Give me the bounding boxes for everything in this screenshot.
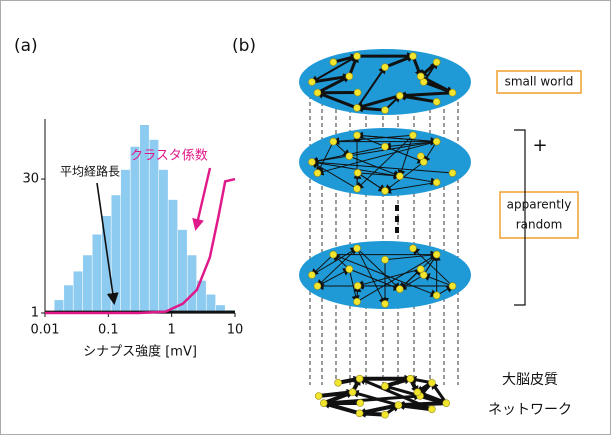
node	[433, 292, 440, 299]
panel-label: (b)	[232, 36, 256, 56]
bar	[121, 170, 130, 313]
node	[354, 298, 361, 305]
node	[449, 89, 456, 96]
x-tick-label: 1	[168, 323, 176, 338]
bar	[83, 255, 92, 313]
node	[382, 143, 389, 150]
annotation: 平均経路長	[60, 164, 120, 179]
node	[395, 402, 402, 409]
bar	[207, 295, 216, 313]
node	[354, 53, 361, 60]
node	[349, 389, 356, 396]
node	[354, 245, 361, 252]
bar	[168, 200, 177, 313]
x-tick-label: 10	[227, 323, 244, 338]
node	[346, 73, 353, 80]
node	[308, 79, 315, 86]
node	[320, 400, 327, 407]
bar	[150, 140, 159, 313]
bar	[64, 285, 73, 313]
ellipsis-dot	[395, 227, 399, 233]
node	[354, 104, 361, 111]
node	[314, 170, 321, 177]
node	[407, 375, 414, 382]
node	[357, 400, 364, 407]
node	[356, 410, 363, 417]
bar	[74, 271, 83, 313]
node	[428, 379, 435, 386]
node	[330, 59, 337, 66]
x-tick-label: 0.01	[31, 323, 60, 338]
node	[396, 92, 403, 99]
bar	[92, 234, 101, 313]
node	[346, 266, 353, 273]
node	[433, 179, 440, 186]
ellipsis-dot	[395, 205, 399, 211]
node	[382, 256, 389, 263]
edge	[357, 108, 385, 110]
node	[382, 64, 389, 71]
x-tick-label: 0.1	[98, 323, 119, 338]
label: ネットワーク	[488, 402, 572, 418]
bar	[131, 147, 140, 313]
label: small world	[505, 75, 574, 89]
node	[428, 406, 435, 413]
y-tick-label: 1	[31, 306, 39, 321]
node	[417, 266, 424, 273]
node	[346, 153, 353, 160]
y-tick-label: 30	[22, 172, 39, 187]
node	[409, 245, 416, 252]
network-layer	[299, 49, 471, 115]
node	[433, 138, 440, 145]
node	[354, 169, 361, 176]
ellipsis-dot	[395, 216, 399, 222]
label: apparently	[507, 198, 572, 212]
edge	[360, 413, 385, 414]
plus: +	[532, 135, 547, 156]
node	[417, 73, 424, 80]
annotation: クラスタ係数	[130, 149, 208, 164]
x-axis-label: シナプス強度 [mV]	[83, 344, 197, 360]
node	[308, 159, 315, 166]
node	[330, 251, 337, 258]
node	[314, 283, 321, 290]
node	[354, 185, 361, 192]
node	[409, 132, 416, 139]
node	[354, 282, 361, 289]
label: 大脳皮質	[502, 372, 558, 388]
node	[382, 411, 389, 418]
node	[409, 53, 416, 60]
panel-label: (a)	[14, 36, 38, 56]
node	[308, 272, 315, 279]
node	[356, 375, 363, 382]
node	[354, 89, 361, 96]
node	[433, 251, 440, 258]
node	[443, 400, 450, 407]
node	[354, 132, 361, 139]
node	[314, 89, 321, 96]
node	[396, 286, 403, 293]
label: random	[516, 218, 563, 232]
node	[330, 138, 337, 145]
node	[382, 187, 389, 194]
node	[335, 379, 342, 386]
figure: (a) (b) シナプス強度 [mV] small world + appare…	[0, 0, 611, 435]
node	[382, 107, 389, 114]
node	[433, 98, 440, 105]
node	[396, 173, 403, 180]
node	[433, 59, 440, 66]
node	[449, 170, 456, 177]
node	[315, 393, 322, 400]
node	[382, 383, 389, 390]
bar	[188, 255, 197, 313]
node	[414, 389, 421, 396]
node	[417, 153, 424, 160]
node	[382, 300, 389, 307]
node	[449, 283, 456, 290]
bar	[159, 170, 168, 313]
